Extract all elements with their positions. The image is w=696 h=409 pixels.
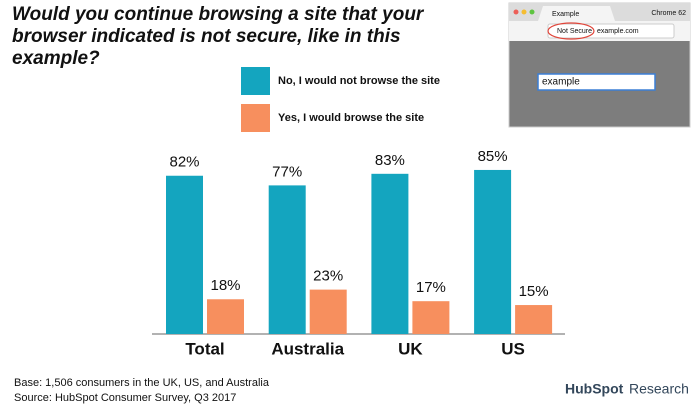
value-label: 83% <box>375 152 405 169</box>
bar <box>474 169 512 334</box>
brand-suffix: Research <box>629 381 689 397</box>
bar <box>207 299 244 334</box>
footnote: Source: HubSpot Consumer Survey, Q3 2017 <box>14 392 236 404</box>
legend-swatch <box>241 67 270 95</box>
legend-label: Yes, I would browse the site <box>278 112 424 124</box>
x-tick-label: US <box>501 339 525 358</box>
browser-name: Chrome 62 <box>651 10 686 17</box>
bar <box>371 173 409 334</box>
value-label: 18% <box>210 277 240 294</box>
input-text: example <box>542 77 580 88</box>
tab <box>538 6 615 21</box>
bar <box>412 301 450 334</box>
value-label: 15% <box>519 283 549 300</box>
legend-swatch <box>241 104 270 132</box>
value-label: 85% <box>478 148 508 165</box>
url: example.com <box>597 28 639 35</box>
x-tick-label: Total <box>185 339 224 358</box>
input-box <box>537 73 656 91</box>
window-button <box>513 9 519 15</box>
bar <box>515 305 553 334</box>
legend-label: No, I would not browse the site <box>278 75 440 87</box>
value-label: 17% <box>416 279 446 296</box>
browser-inset: Example Chrome 62 Not Secure example.com… <box>508 2 691 128</box>
tab-title: Example <box>552 11 579 18</box>
brand-logo: HubSpot <box>565 381 624 397</box>
window-button <box>521 9 527 15</box>
x-tick-label: Australia <box>271 339 344 358</box>
value-label: 77% <box>272 163 302 180</box>
footnote: Base: 1,506 consumers in the UK, US, and… <box>14 377 270 389</box>
value-label: 23% <box>313 268 343 285</box>
bar <box>268 185 306 334</box>
chart-title: Would you continue browsing a site that … <box>12 4 424 69</box>
value-label: 82% <box>169 154 199 171</box>
window-button <box>529 9 535 15</box>
bar <box>309 289 347 334</box>
highlight <box>547 22 595 40</box>
x-tick-label: UK <box>398 339 423 358</box>
bar <box>166 175 203 334</box>
security-label: Not Secure <box>557 28 592 35</box>
